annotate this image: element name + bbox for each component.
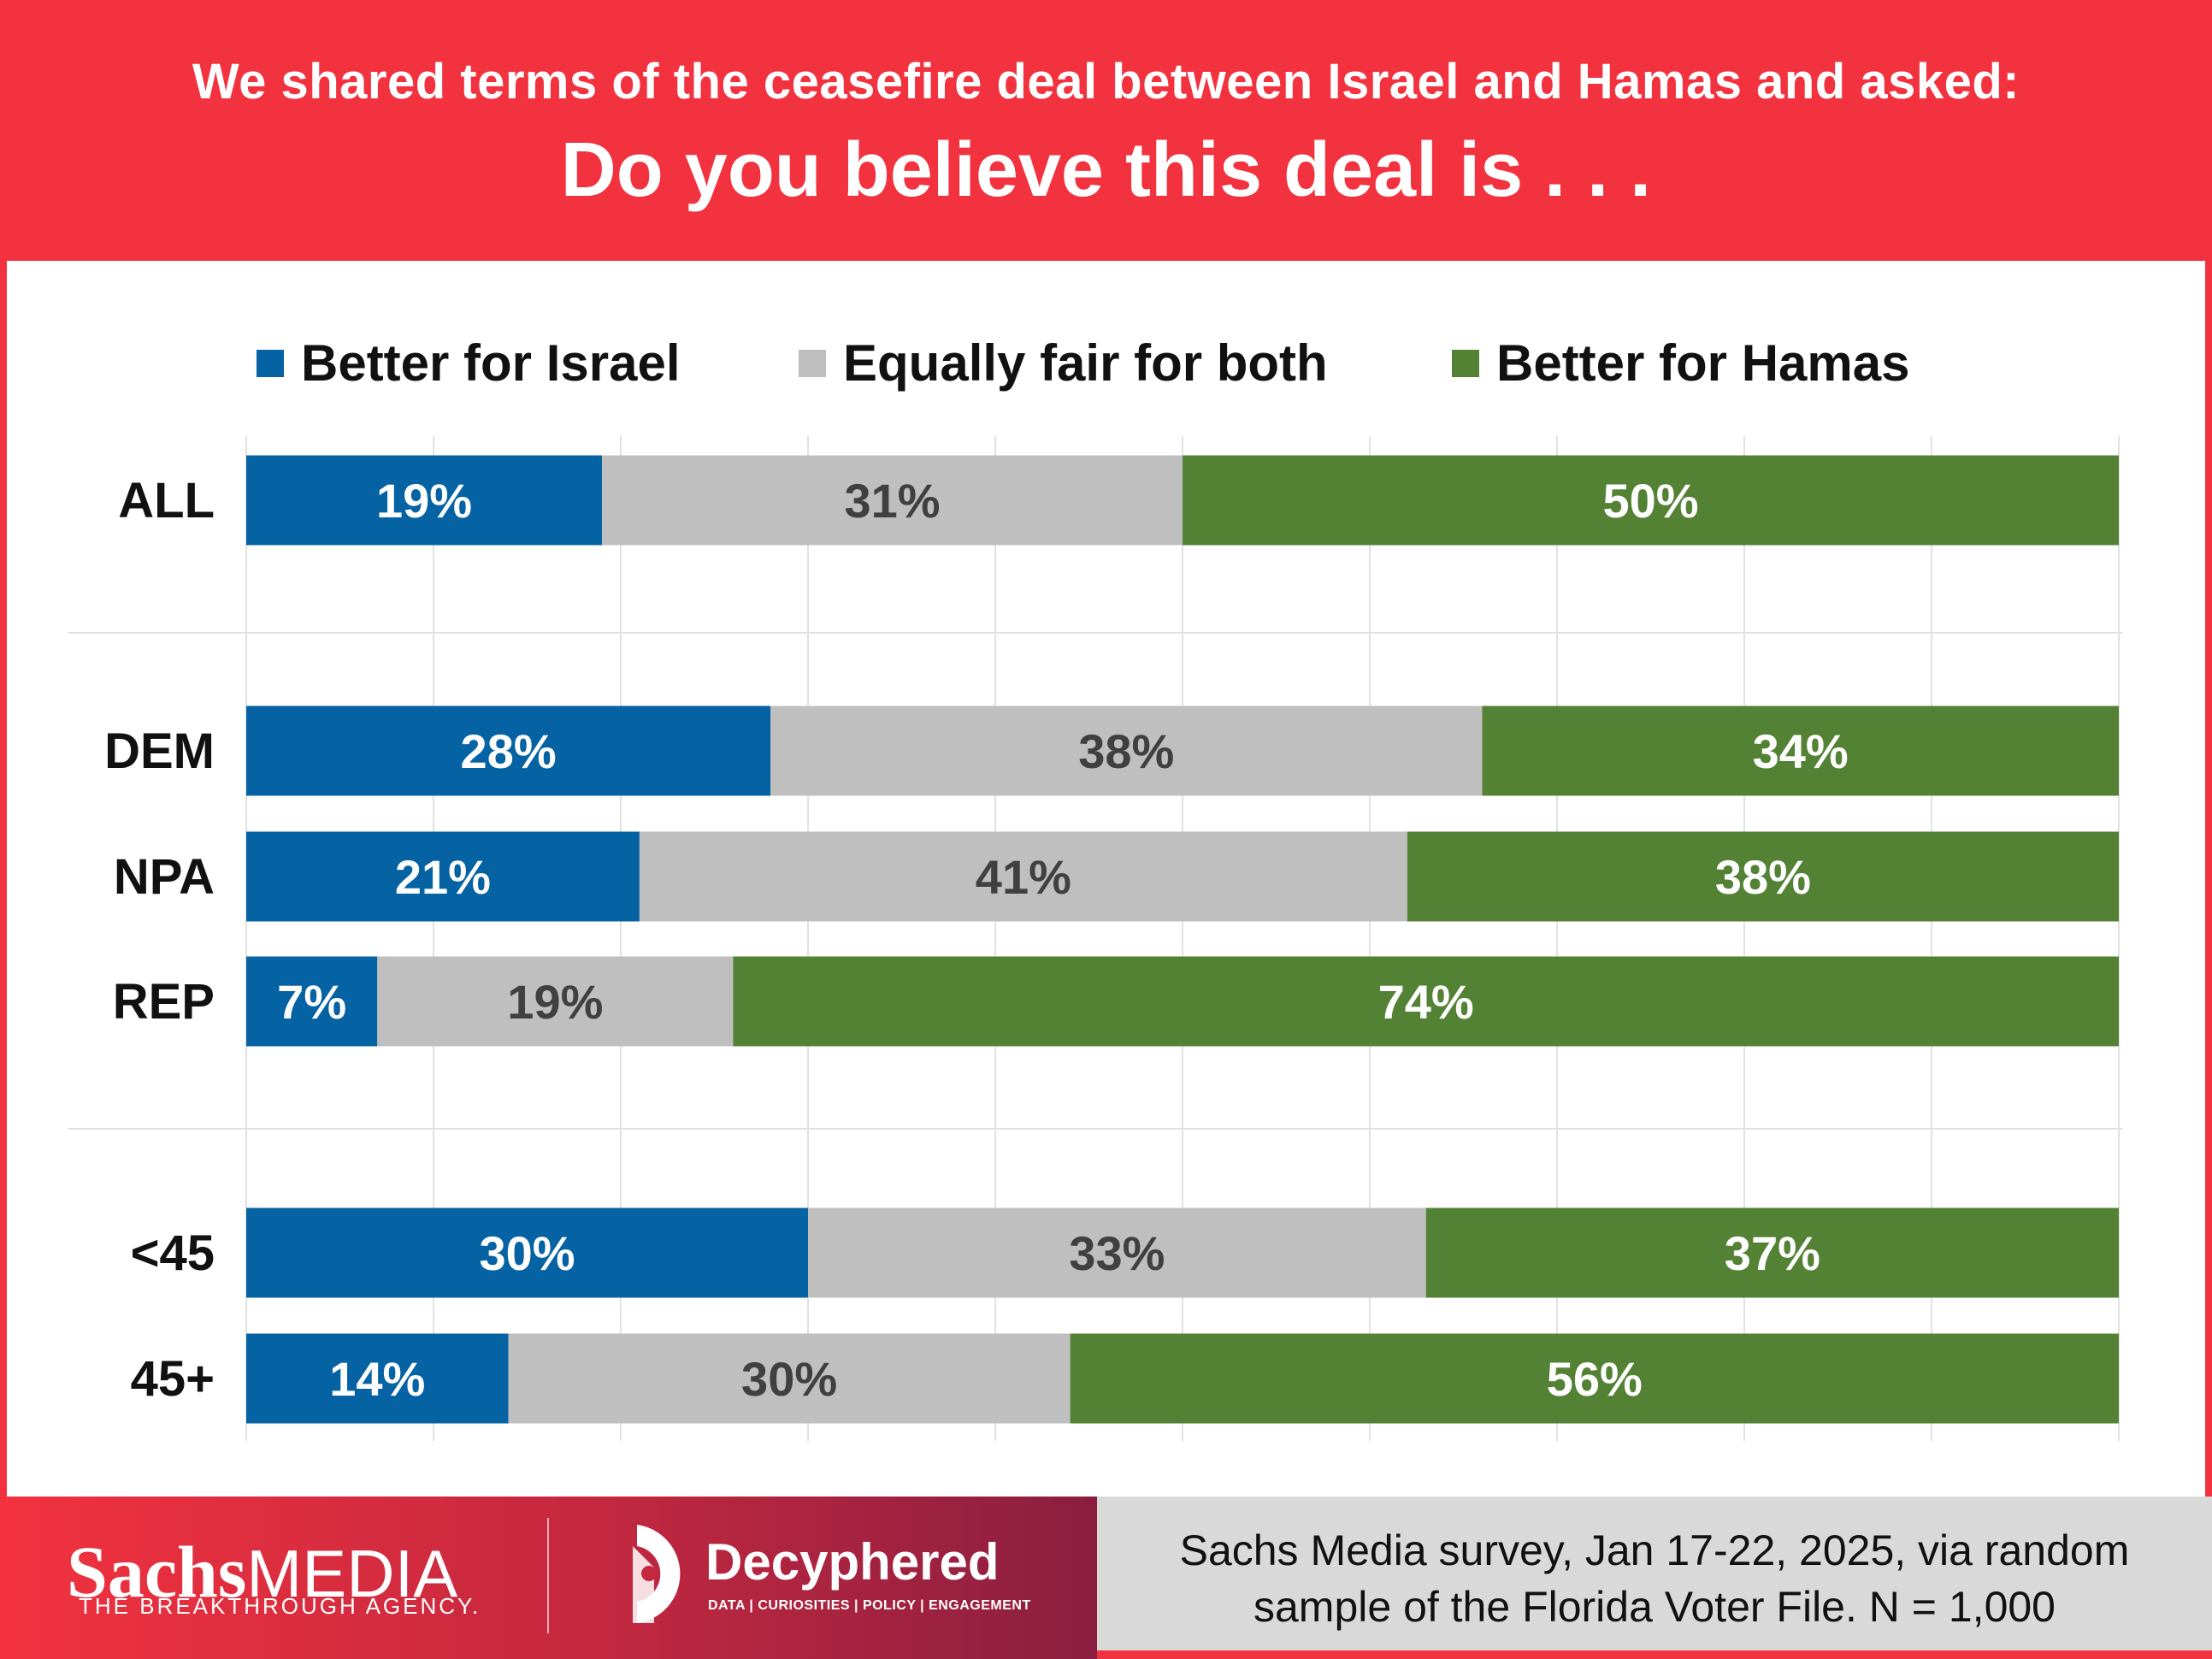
- bar-segment: [246, 956, 378, 1047]
- category-label: ALL: [118, 473, 215, 528]
- data-label: 34%: [1753, 724, 1849, 778]
- logo-media-text: MEDIA: [246, 1536, 458, 1611]
- bar-segment: [1183, 455, 2119, 546]
- bar-segment: [602, 455, 1183, 546]
- bar-segment: [770, 706, 1483, 796]
- data-label: 33%: [1069, 1226, 1165, 1280]
- decyphered-name: Decyphered: [705, 1533, 1000, 1591]
- category-label: 45+: [131, 1351, 215, 1407]
- bar-segment: [246, 1207, 808, 1298]
- bar-segment: [1407, 831, 2119, 922]
- data-label: 7%: [277, 975, 346, 1029]
- category-label: <45: [131, 1225, 215, 1281]
- legend-swatch-equal: [799, 349, 826, 377]
- bar-segment: [1070, 1333, 2119, 1424]
- data-label: 56%: [1547, 1352, 1643, 1406]
- data-label: 30%: [741, 1352, 837, 1406]
- chart-title: Do you believe this deal is . . .: [560, 127, 1652, 213]
- data-label: 74%: [1378, 975, 1474, 1029]
- data-label: 28%: [461, 724, 557, 778]
- category-label: REP: [113, 974, 215, 1030]
- data-label: 21%: [395, 850, 491, 904]
- chart-subtitle: We shared terms of the ceasefire deal be…: [192, 54, 2020, 109]
- decyphered-tagline: DATA | CURIOSITIES | POLICY | ENGAGEMENT: [708, 1598, 1031, 1613]
- legend-swatch-hamas: [1452, 349, 1479, 377]
- chart-legend: Better for Israel Equally fair for both …: [7, 334, 2205, 402]
- data-label: 41%: [976, 850, 1071, 904]
- header: We shared terms of the ceasefire deal be…: [0, 0, 2212, 261]
- bar-segment: [639, 831, 1407, 922]
- data-label: 38%: [1078, 724, 1174, 778]
- source-line-2: sample of the Florida Voter File. N = 1,…: [1253, 1583, 2056, 1631]
- bar-segment: [246, 1333, 509, 1424]
- sachs-media-tagline: THE BREAKTHROUGH AGENCY.: [79, 1593, 481, 1619]
- legend-label-hamas: Better for Hamas: [1496, 334, 1910, 392]
- logo-divider: [547, 1518, 549, 1633]
- chart-panel: Better for Israel Equally fair for both …: [7, 261, 2205, 1497]
- stacked-bar-chart: ALL 19% 31% 50% DEM 28% 38% 34% NPA 21% 41% 38% REP 7…: [68, 436, 2123, 1441]
- bar-segment: [377, 956, 734, 1047]
- footer-logos: SachsMEDIA THE BREAKTHROUGH AGENCY. Decy…: [0, 1497, 1097, 1659]
- bar-segment: [1425, 1207, 2119, 1298]
- data-label: 37%: [1725, 1226, 1820, 1280]
- source-note: Sachs Media survey, Jan 17-22, 2025, via…: [1097, 1497, 2212, 1650]
- data-label: 30%: [479, 1226, 575, 1280]
- legend-swatch-israel: [257, 349, 284, 377]
- legend-item-israel: Better for Israel: [257, 334, 681, 393]
- category-label: DEM: [104, 723, 215, 779]
- bar-segment: [733, 956, 2119, 1047]
- data-label: 50%: [1602, 474, 1698, 528]
- source-line-1: Sachs Media survey, Jan 17-22, 2025, via…: [1179, 1526, 2130, 1574]
- source-text: Sachs Media survey, Jan 17-22, 2025, via…: [1097, 1522, 2212, 1635]
- logo-sachs-text: Sachs: [67, 1531, 247, 1613]
- data-label: 31%: [845, 474, 941, 528]
- sachs-media-logo: SachsMEDIA: [67, 1529, 457, 1615]
- data-label: 19%: [507, 975, 603, 1029]
- data-label: 19%: [376, 474, 472, 528]
- bar-segment: [508, 1333, 1071, 1424]
- bar-segment: [246, 706, 771, 796]
- bar-segment: [246, 831, 640, 922]
- legend-item-hamas: Better for Hamas: [1452, 334, 1910, 393]
- legend-item-equal: Equally fair for both: [799, 334, 1328, 393]
- category-label: NPA: [114, 849, 215, 905]
- legend-label-equal: Equally fair for both: [843, 334, 1328, 392]
- legend-label-israel: Better for Israel: [301, 334, 681, 392]
- footer: SachsMEDIA THE BREAKTHROUGH AGENCY. Decy…: [0, 1497, 2212, 1659]
- bar-segment: [1482, 706, 2119, 796]
- data-label: 14%: [329, 1352, 425, 1406]
- decyphered-logo-icon: [633, 1525, 681, 1623]
- data-label: 38%: [1715, 850, 1811, 904]
- bar-segment: [808, 1207, 1426, 1298]
- bar-segment: [246, 455, 603, 546]
